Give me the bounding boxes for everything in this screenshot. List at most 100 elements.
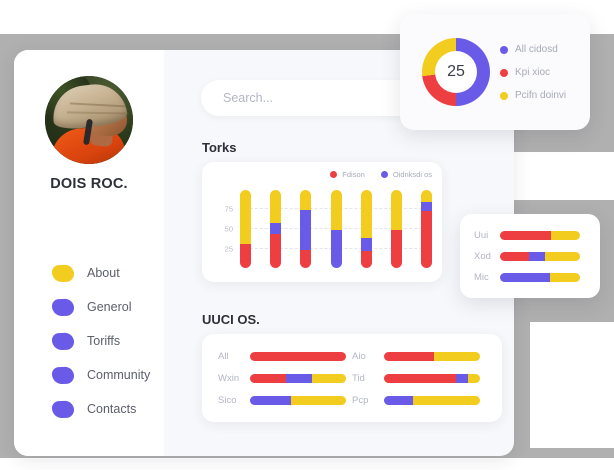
avatar xyxy=(45,76,133,164)
bar-chart-bar xyxy=(300,190,312,268)
progress-row-label: Pcp xyxy=(352,394,369,406)
bar-segment xyxy=(300,209,312,251)
torks-bar-chart-card: Fdison Oidnksdi os 25 50 75 xyxy=(202,162,442,282)
sidebar-nav: About Generol Toriffs Community Contacts xyxy=(14,256,164,426)
progress-row: Xod xyxy=(474,248,586,264)
sidebar-item-label: About xyxy=(87,266,120,280)
background-cutout-right-upper xyxy=(508,152,614,200)
progress-segment xyxy=(528,251,545,261)
uuci-column-left: All Wxin Sico xyxy=(218,348,352,408)
progress-track xyxy=(500,230,580,240)
legend-label: Oidnksdi os xyxy=(392,170,432,179)
donut-chart: 25 xyxy=(422,38,490,106)
progress-row-label: Sico xyxy=(218,394,237,406)
blob-icon xyxy=(51,298,75,316)
progress-segment xyxy=(250,395,292,405)
progress-segment xyxy=(544,251,580,261)
sidebar-item-toriffs[interactable]: Toriffs xyxy=(14,324,164,358)
progress-row: Aio xyxy=(352,348,486,364)
bar-segment xyxy=(360,250,372,268)
bar-chart-bar xyxy=(330,190,342,268)
progress-row-label: All xyxy=(218,350,229,362)
background-cutout-top-right xyxy=(392,0,614,14)
progress-segment xyxy=(384,351,434,361)
y-axis-tick-label: 75 xyxy=(224,204,233,214)
bar-segment xyxy=(421,201,432,212)
progress-row-label: Tid xyxy=(352,372,365,384)
legend-dot xyxy=(500,45,508,54)
progress-row-label: Mic xyxy=(474,271,489,283)
sidebar-item-contacts[interactable]: Contacts xyxy=(14,392,164,426)
bar-segment xyxy=(270,190,282,223)
progress-row: Wxin xyxy=(218,370,352,386)
bar-chart-bar xyxy=(270,190,282,268)
progress-row: Mic xyxy=(474,269,586,285)
progress-segment xyxy=(286,373,313,383)
donut-center-value: 25 xyxy=(435,51,477,93)
progress-segment xyxy=(549,272,580,282)
sidebar-item-community[interactable]: Community xyxy=(14,358,164,392)
bar-segment xyxy=(270,222,282,235)
avatar-hat-weave-line xyxy=(69,102,126,108)
progress-segment xyxy=(551,230,580,240)
donut-legend-item: Kpi xioc xyxy=(500,61,566,84)
progress-segment xyxy=(500,230,552,240)
y-axis-tick-label: 25 xyxy=(224,244,233,254)
progress-segment xyxy=(500,251,529,261)
y-axis-tick-label: 50 xyxy=(224,224,233,234)
bar-segment xyxy=(330,229,342,268)
legend-label: All cidosd xyxy=(515,44,558,55)
bar-chart-bar xyxy=(360,190,372,268)
blob-icon xyxy=(51,366,75,384)
progress-segment xyxy=(384,395,413,405)
progress-row-label: Uui xyxy=(474,229,489,241)
side-progress-card: Uui Xod Mic xyxy=(460,214,600,298)
blob-icon xyxy=(51,332,75,350)
bar-chart-bar xyxy=(421,190,432,268)
donut-legend: All cidosd Kpi xioc Pcifn doinvi xyxy=(500,38,566,107)
uuci-progress-card: All Wxin Sico Aio Tid Pcp xyxy=(202,334,502,422)
avatar-hat-weave-line xyxy=(66,111,129,115)
progress-track xyxy=(384,373,480,383)
progress-track xyxy=(250,373,346,383)
progress-segment xyxy=(384,373,456,383)
progress-row-label: Xod xyxy=(474,250,491,262)
sidebar-item-label: Toriffs xyxy=(87,334,121,348)
progress-row: Tid xyxy=(352,370,486,386)
bar-segment xyxy=(330,190,342,230)
sidebar-item-label: Generol xyxy=(87,300,132,314)
progress-track xyxy=(384,395,480,405)
uuci-column-right: Aio Tid Pcp xyxy=(352,348,486,408)
progress-row-label: Aio xyxy=(352,350,366,362)
progress-segment xyxy=(291,395,346,405)
background-cutout-top-left xyxy=(0,0,392,34)
donut-chart-card: 25 All cidosd Kpi xioc Pcifn doinvi xyxy=(400,14,590,130)
progress-row: Uui xyxy=(474,227,586,243)
donut-legend-item: Pcifn doinvi xyxy=(500,84,566,107)
legend-dot xyxy=(500,68,508,77)
progress-segment xyxy=(312,373,346,383)
bar-segment xyxy=(270,234,282,268)
legend-label: Pcifn doinvi xyxy=(515,90,567,101)
progress-track xyxy=(250,395,346,405)
bar-segment xyxy=(421,190,432,202)
bar-segment xyxy=(360,190,372,239)
progress-row: Sico xyxy=(218,392,352,408)
legend-item: Oidnksdi os xyxy=(380,170,432,179)
background-cutout-right-lower xyxy=(530,322,614,448)
bar-segment xyxy=(421,211,432,268)
section-title-torks: Torks xyxy=(202,140,237,155)
bar-chart-bar xyxy=(240,190,251,268)
progress-segment xyxy=(433,351,480,361)
donut-legend-item: All cidosd xyxy=(500,38,566,61)
bar-segment xyxy=(390,190,402,230)
bar-segment xyxy=(300,190,312,210)
sidebar-item-label: Community xyxy=(87,368,151,382)
blob-icon xyxy=(51,264,75,282)
sidebar-item-about[interactable]: About xyxy=(14,256,164,290)
blob-icon xyxy=(51,400,75,418)
sidebar-item-generol[interactable]: Generol xyxy=(14,290,164,324)
progress-segment xyxy=(412,395,480,405)
